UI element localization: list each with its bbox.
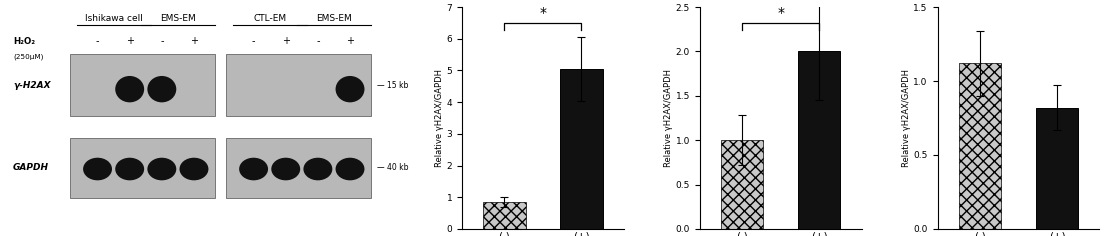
Bar — [959, 63, 1001, 229]
Text: +: + — [126, 37, 134, 46]
Y-axis label: Relative γH2AX/GAPDH: Relative γH2AX/GAPDH — [902, 69, 911, 167]
Bar — [227, 138, 371, 198]
Bar — [71, 54, 214, 116]
Text: γ-H2AX: γ-H2AX — [13, 81, 51, 90]
Text: *: * — [539, 6, 547, 20]
Text: (250μM): (250μM) — [13, 54, 43, 60]
Y-axis label: Relative γH2AX/GAPDH: Relative γH2AX/GAPDH — [664, 69, 673, 167]
Text: -: - — [316, 37, 319, 46]
Ellipse shape — [147, 158, 177, 180]
Ellipse shape — [115, 158, 144, 180]
Text: GAPDH: GAPDH — [13, 163, 49, 173]
Bar — [227, 54, 371, 116]
Text: +: + — [190, 37, 198, 46]
Ellipse shape — [336, 76, 365, 102]
Bar — [560, 69, 602, 229]
Text: — 40 kb: — 40 kb — [377, 163, 408, 173]
Text: +: + — [282, 37, 290, 46]
Text: EMS-EM: EMS-EM — [316, 14, 351, 23]
Bar — [483, 202, 526, 229]
Bar — [720, 140, 764, 229]
Bar — [798, 51, 841, 229]
Text: EMS-EM: EMS-EM — [160, 14, 196, 23]
Bar — [71, 138, 214, 198]
Text: H₂O₂: H₂O₂ — [13, 37, 35, 46]
Y-axis label: Relative γH2AX/GAPDH: Relative γH2AX/GAPDH — [434, 69, 444, 167]
Text: -: - — [96, 37, 99, 46]
Text: +: + — [346, 37, 354, 46]
Text: *: * — [777, 6, 785, 20]
Text: Ishikawa cell: Ishikawa cell — [85, 14, 143, 23]
Text: -: - — [160, 37, 164, 46]
Ellipse shape — [115, 76, 144, 102]
Ellipse shape — [336, 158, 365, 180]
Bar — [1035, 108, 1078, 229]
Ellipse shape — [239, 158, 269, 180]
Ellipse shape — [83, 158, 112, 180]
Text: CTL-EM: CTL-EM — [253, 14, 286, 23]
Text: -: - — [252, 37, 255, 46]
Text: — 15 kb: — 15 kb — [377, 81, 408, 90]
Ellipse shape — [304, 158, 333, 180]
Ellipse shape — [271, 158, 301, 180]
Ellipse shape — [179, 158, 209, 180]
Ellipse shape — [147, 76, 177, 102]
